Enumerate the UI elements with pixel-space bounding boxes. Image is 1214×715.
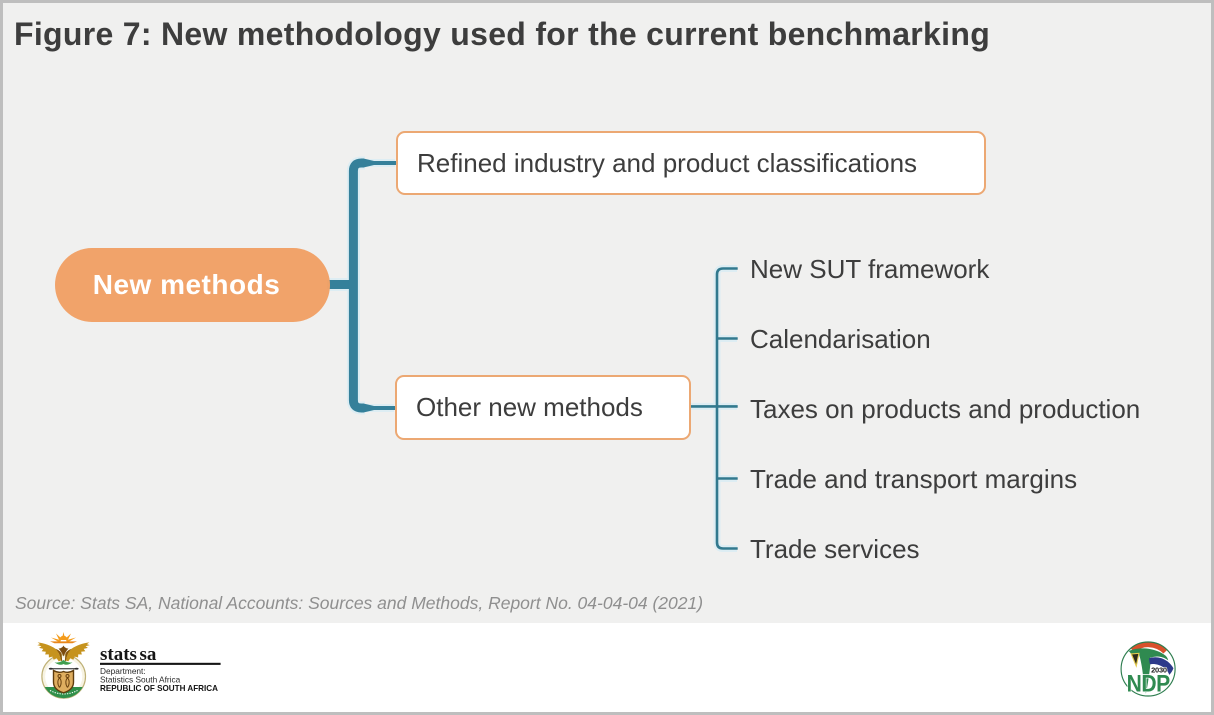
svg-text:sa: sa	[140, 644, 157, 665]
svg-text:REPUBLIC OF SOUTH AFRICA: REPUBLIC OF SOUTH AFRICA	[100, 684, 218, 693]
svg-text:Department:: Department:	[100, 666, 146, 676]
svg-text:stats: stats	[100, 644, 137, 665]
svg-text:NDP: NDP	[1127, 669, 1170, 697]
svg-text:2030: 2030	[1151, 666, 1167, 675]
svg-text:Statistics South Africa: Statistics South Africa	[100, 674, 181, 684]
